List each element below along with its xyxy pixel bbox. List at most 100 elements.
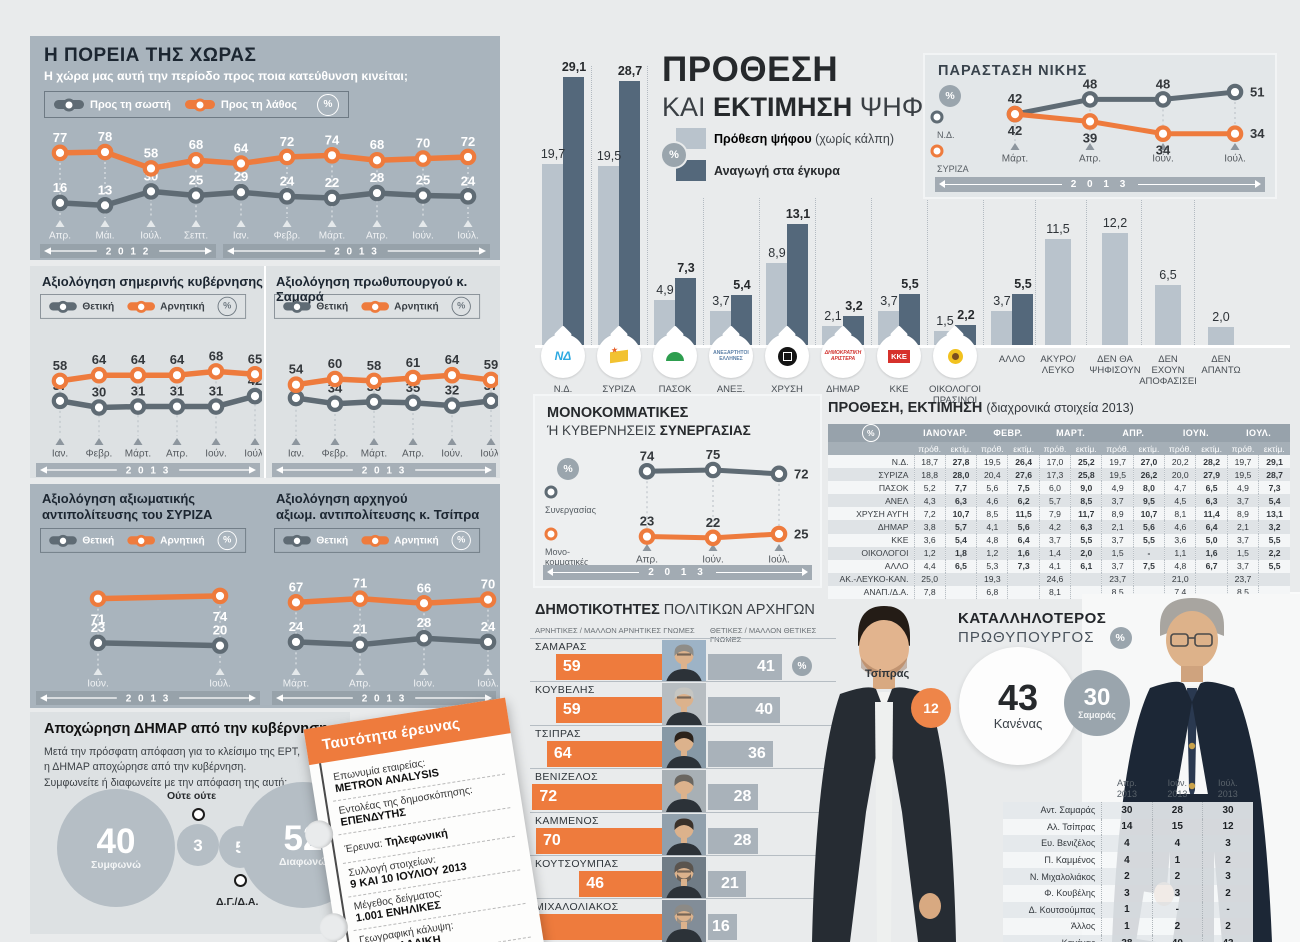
svg-text:Μάρτ.: Μάρτ. — [125, 448, 151, 460]
popularity-row: ΚΟΥΒΕΛΗΣ 59 40 — [530, 681, 836, 726]
pm-eval-legend: Θετική Αρνητική % — [274, 294, 481, 319]
subcol-header: πρόθ. — [914, 442, 946, 455]
bestpm-apr-value: 30 — [1101, 802, 1153, 819]
bestpm-row-label: Ν. Μιχαλολιάκος — [1029, 871, 1096, 882]
estimate-cell: 7,7 — [944, 481, 977, 495]
svg-text:22: 22 — [325, 175, 339, 190]
logo-xa-icon — [765, 334, 809, 378]
svg-text:Φεβρ.: Φεβρ. — [86, 449, 113, 460]
intention-cell: 1,5 — [1226, 546, 1259, 560]
svg-text:2 0 1 2: 2 0 1 2 — [106, 247, 151, 258]
svg-text:54: 54 — [289, 362, 304, 377]
intention-cell: 3,7 — [1038, 533, 1071, 547]
bestpm-row: Φ. Κουβέλης 3 3 2 — [1003, 884, 1253, 902]
intention-cell: 20,0 — [1164, 468, 1196, 482]
intention-cell: 8,1 — [1164, 507, 1196, 521]
svg-text:74: 74 — [325, 132, 340, 147]
bestpm-col-header: Απρ. 2013 — [1116, 778, 1137, 799]
syriza-eval-title-line1: Αξιολόγηση αξιωματικής — [42, 491, 196, 506]
estimate-cell: 11,5 — [1007, 507, 1040, 521]
svg-text:Ιούλ.: Ιούλ. — [477, 678, 498, 690]
legend-intention-note: (χωρίς κάλπη) — [815, 132, 894, 146]
positive-bar: 28 — [708, 827, 759, 854]
vote-title-line2: ΚΑΙ ΕΚΤΙΜΗΣΗ ΨΗΦΟΥ — [662, 92, 961, 123]
subcol-header: πρόθ. — [976, 442, 1008, 455]
svg-text:Ιούλ.: Ιούλ. — [244, 448, 262, 460]
intention-cell: 21,0 — [1164, 572, 1196, 586]
dimar-agree-circle: 40 Συμφωνώ — [57, 789, 175, 907]
legend-intention-label: Πρόθεση ψήφου (χωρίς κάλπη) — [714, 132, 894, 146]
estimate-cell — [1007, 572, 1040, 586]
table-row: ΧΡΥΣΗ ΑΥΓΗ 7,2 10,7 8,5 11,5 7,9 11,7 8,9 10,7 8,… — [828, 507, 1290, 521]
bestpm-col-header: Ιούλ. 2013 — [1217, 778, 1238, 799]
table-row: ΚΚΕ 3,6 5,4 4,8 6,4 3,7 5,5 3,7 5,5 3,6 5,0 3,7 5,5 — [828, 533, 1290, 547]
estimate-cell: 11,4 — [1195, 507, 1228, 521]
bestpm-col-header: Ιούν. 2013 — [1167, 778, 1188, 799]
bestpm-title-light-row: ΠΡΩΘΥΠΟΥΡΓΟΣ % — [958, 627, 1132, 649]
party-label: ΣΥΡΙΖΑ — [602, 384, 636, 395]
estimate-cell: 1,8 — [944, 546, 977, 560]
legend-wrong-direction-label: Προς τη λάθος — [220, 98, 297, 111]
intention-cell: 3,7 — [1101, 494, 1134, 508]
legend-wrong-direction-swatch — [184, 100, 215, 109]
intention-cell: 4,4 — [913, 559, 946, 573]
intention-cell: 3,8 — [913, 520, 946, 534]
bestpm-jul-value: 30 — [1202, 802, 1253, 819]
svg-text:31: 31 — [131, 384, 145, 399]
bubble-nobody: 43 Κανένας — [959, 647, 1077, 765]
party-label: ΔΕΝ ΑΠΑΝΤΩ — [1201, 354, 1241, 377]
chart-separator — [1086, 66, 1087, 345]
country-course-chart: 2 0 1 2 2 0 1 3 Απρ. Μάι. Ιούλ. Σεπτ. Ιαν. Φεβρ… — [36, 120, 494, 260]
intention-cell: 20,4 — [976, 468, 1008, 482]
leader-photo — [662, 770, 706, 813]
dimar-agree-label: Συμφωνώ — [91, 859, 141, 872]
leaders-popularity-section: ΔΗΜΟΤΙΚΟΤΗΤΕΣ ΠΟΛΙΤΙΚΩΝ ΑΡΧΗΓΩΝ ΑΡΝΗΤΙΚΕ… — [530, 602, 836, 942]
panel-country-course: Η ΠΟΡΕΙΑ ΤΗΣ ΧΩΡΑΣ Η χώρα μας αυτή την π… — [30, 36, 500, 260]
estimate-cell: 3,2 — [1258, 520, 1290, 534]
svg-text:58: 58 — [367, 358, 381, 373]
bestpm-data-table: Απρ. 2013 Ιούν. 2013 Ιούλ. 2013 Αντ. Σαμαράς 30… — [1003, 778, 1253, 942]
positive-bar: 16 — [708, 914, 737, 941]
estimate-cell: 27,9 — [1195, 468, 1228, 482]
legend-negative-label: Αρνητική — [160, 300, 205, 312]
subcol-header: εκτίμ. — [1258, 442, 1290, 455]
mono-title-line2: Ή ΚΥΒΕΡΝΗΣΕΙΣ ΣΥΝΕΡΓΑΣΙΑΣ — [547, 423, 751, 438]
bestpm-title-light: ΠΡΩΘΥΠΟΥΡΓΟΣ — [958, 628, 1095, 646]
victory-svg: Μάρτ. Απρ. Ιούν. Ιούλ. 42 48 48 51 42 39 34 34 — [1002, 76, 1265, 165]
estimate-cell: 8,5 — [1070, 494, 1102, 508]
chart-separator — [871, 198, 872, 345]
svg-text:Μάρτ.: Μάρτ. — [361, 448, 387, 460]
legend-estimate-swatch — [676, 160, 706, 181]
bestpm-row: Ν. Μιχαλολιάκος 2 2 3 — [1003, 868, 1253, 885]
intention-cell: 3,6 — [1164, 533, 1196, 547]
bestpm-row: Αλ. Τσίπρας 14 15 12 — [1003, 818, 1253, 836]
legend-nd-label: Ν.Δ. — [937, 130, 955, 140]
research-identity-card: Ταυτότητα έρευνας Επωνυμία εταιρείας: MET… — [303, 697, 545, 942]
svg-text:Μάρτ.: Μάρτ. — [1002, 153, 1028, 165]
bubble-tsipras: 12 — [911, 688, 951, 728]
leader-photo — [662, 640, 706, 682]
bestpm-jul-value: 12 — [1202, 818, 1253, 836]
bar-intention-value: 3,7 — [993, 293, 1011, 308]
bestpm-jul-value: - — [1202, 901, 1253, 919]
svg-text:42: 42 — [1008, 91, 1022, 106]
estimate-cell: 29,1 — [1258, 455, 1290, 469]
intention-cell: 5,6 — [976, 481, 1008, 495]
svg-text:24: 24 — [481, 619, 496, 634]
svg-text:Ιούλ.: Ιούλ. — [480, 448, 498, 460]
svg-text:71: 71 — [353, 576, 367, 591]
month-header: ΙΟΥΝ. — [1164, 424, 1228, 442]
month-header: ΙΟΥΛ. — [1227, 424, 1290, 442]
bestpm-apr-value: 4 — [1101, 851, 1153, 869]
row-label: ΧΡΥΣΗ ΑΥΓΗ — [856, 508, 909, 519]
svg-text:25: 25 — [794, 527, 808, 542]
svg-text:Ιαν.: Ιαν. — [52, 449, 68, 460]
intention-cell: 17,3 — [1038, 468, 1071, 482]
svg-text:31: 31 — [170, 384, 184, 399]
band-arrow-right-icon — [715, 571, 804, 574]
negative-bar: 59 — [555, 697, 662, 724]
intention-cell: 23,7 — [1226, 572, 1259, 586]
negative-value: 64 — [553, 744, 572, 762]
svg-text:32: 32 — [445, 383, 459, 398]
intention-cell: 4,8 — [976, 533, 1008, 547]
